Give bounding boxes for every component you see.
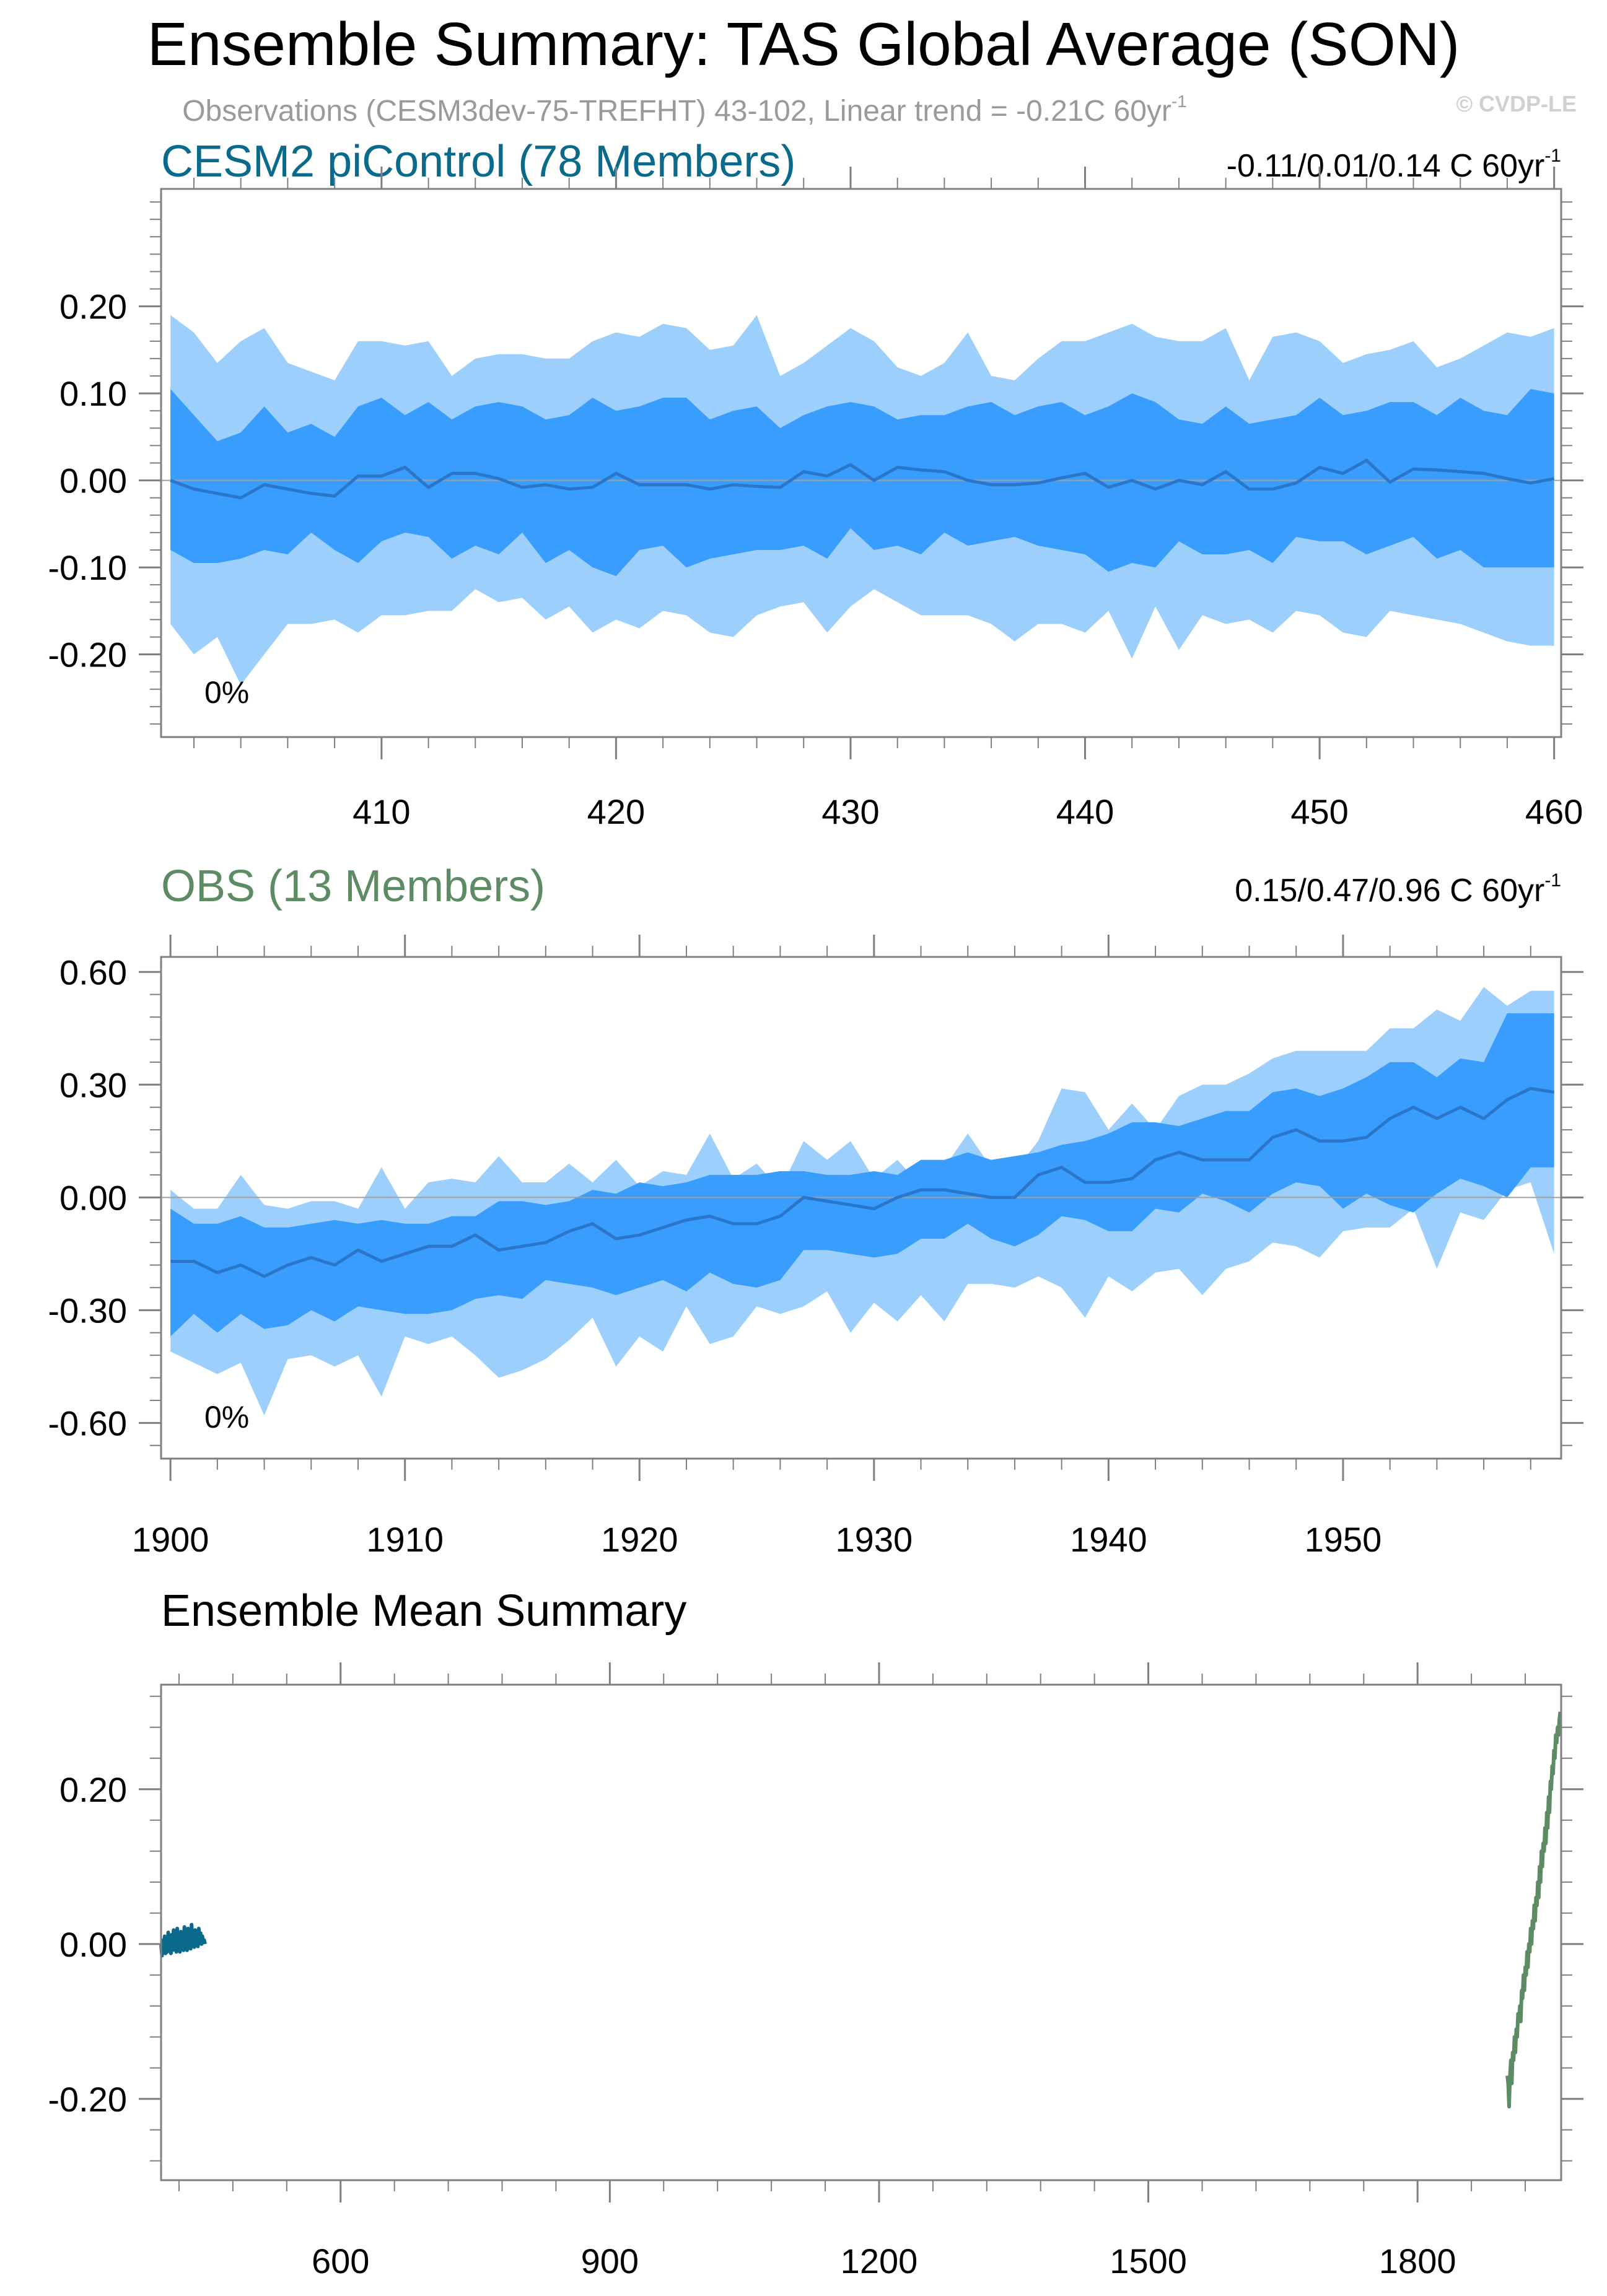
x-tick-label: 1930 (836, 1520, 913, 1559)
trend-text: 0.15/0.47/0.96 C 60yr (1235, 873, 1544, 909)
y-tick-label: 0.20 (59, 1770, 127, 1809)
x-tick-label: 600 (312, 2241, 369, 2281)
x-tick-label: 460 (1525, 792, 1583, 831)
trend-label: -0.11/0.01/0.14 C 60yr-1 (1227, 146, 1561, 184)
x-tick-label: 450 (1290, 792, 1348, 831)
panel-title: OBS (13 Members) (161, 862, 545, 911)
y-tick-label: -0.10 (48, 548, 127, 587)
y-tick-label: 0.00 (59, 1178, 127, 1217)
x-tick-label: 430 (821, 792, 879, 831)
x-tick-label: 1800 (1379, 2241, 1456, 2281)
watermark: © CVDP-LE (1456, 91, 1577, 116)
panel-ensemble-mean: Ensemble Mean Summary 0.20 0.00 -0.20 600 900… (48, 1586, 1583, 2281)
band-17-83 (170, 1013, 1554, 1337)
y-tick-label: -0.20 (48, 2080, 127, 2119)
ensemble-mean-line (170, 1086, 1555, 1278)
ensemble-mean-line (170, 458, 1555, 500)
band-17-83 (170, 389, 1554, 577)
x-tick-label: 420 (587, 792, 645, 831)
y-tick-label: -0.20 (48, 635, 127, 674)
trend-sup: -1 (1544, 870, 1561, 891)
y-tick-label: 0.60 (59, 953, 127, 992)
y-tick-label: 0.00 (59, 461, 127, 500)
series-line-1 (1505, 1711, 1562, 2109)
x-tick-label: 1900 (132, 1520, 209, 1559)
panel-obs: OBS (13 Members) 0.15/0.47/0.96 C 60yr-10… (48, 862, 1583, 1559)
x-tick-label: 1920 (601, 1520, 678, 1559)
trend-label: 0.15/0.47/0.96 C 60yr-1 (1235, 870, 1561, 909)
panel-title: CESM2 piControl (78 Members) (161, 137, 795, 186)
percent-label: 0% (204, 1400, 249, 1434)
y-tick-label: 0.30 (59, 1065, 127, 1104)
y-tick-label: -0.60 (48, 1403, 127, 1443)
trend-sup: -1 (1544, 146, 1561, 166)
panel-title: Ensemble Mean Summary (161, 1586, 686, 1636)
y-tick-label: 0.20 (59, 287, 127, 326)
x-tick-label: 410 (352, 792, 410, 831)
trend-text: -0.11/0.01/0.14 C 60yr (1227, 148, 1545, 184)
y-tick-label: -0.30 (48, 1291, 127, 1330)
percent-label: 0% (204, 675, 249, 710)
x-tick-label: 1940 (1070, 1520, 1147, 1559)
plot-area (161, 1685, 1561, 2180)
panel-cesm2: CESM2 piControl (78 Members) -0.11/0.01/0… (48, 137, 1583, 831)
plot-frame (160, 1683, 1562, 2181)
figure-title: Ensemble Summary: TAS Global Average (SO… (147, 10, 1460, 78)
figure-subtitle: Observations (CESM3dev-75-TREFHT) 43-102… (182, 92, 1187, 128)
y-tick-label: 0.10 (59, 374, 127, 413)
x-tick-label: 1200 (841, 2241, 918, 2281)
subtitle-text: Observations (CESM3dev-75-TREFHT) 43-102… (182, 95, 1171, 128)
x-tick-label: 1910 (366, 1520, 444, 1559)
x-tick-label: 1500 (1110, 2241, 1187, 2281)
x-tick-label: 900 (581, 2241, 639, 2281)
y-tick-label: 0.00 (59, 1925, 127, 1964)
x-tick-label: 1950 (1305, 1520, 1382, 1559)
subtitle-sup: -1 (1171, 92, 1187, 111)
plot-frame (160, 956, 1562, 1460)
x-tick-label: 440 (1056, 792, 1114, 831)
series-line-0 (159, 1923, 207, 1958)
